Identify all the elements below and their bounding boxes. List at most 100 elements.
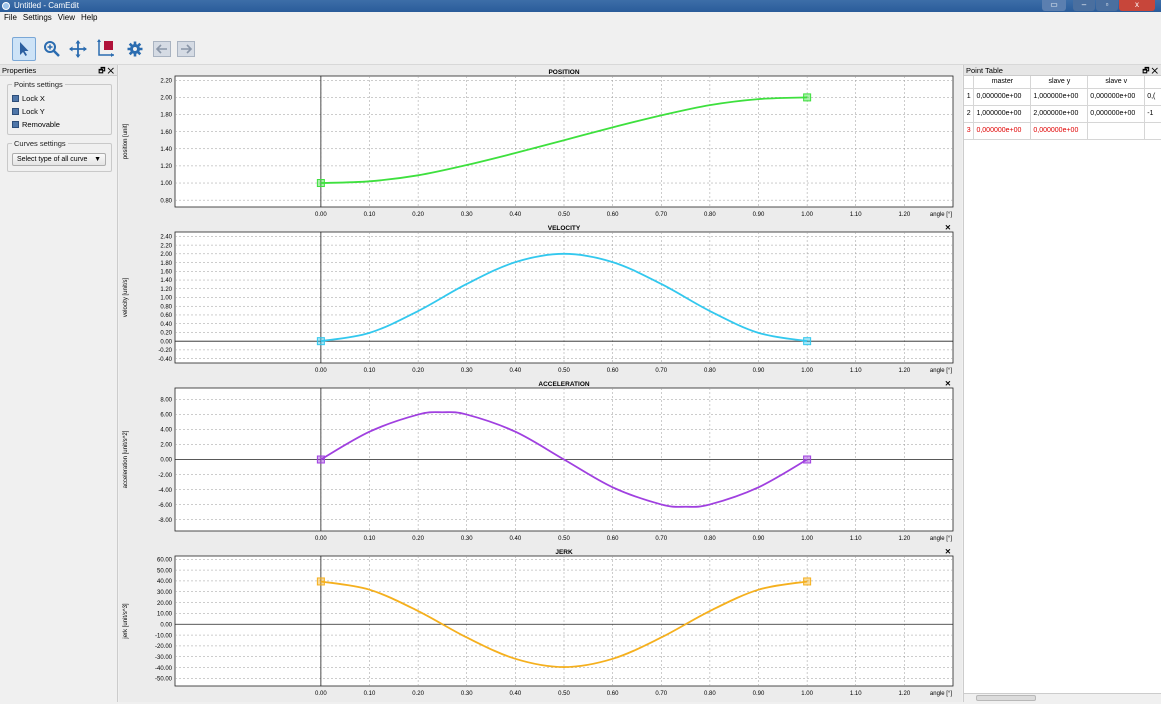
removable-checkbox[interactable]: Removable: [12, 118, 107, 131]
series-line: [320, 411, 808, 508]
menu-settings[interactable]: Settings: [22, 13, 52, 22]
x-tick-label: 1.20: [899, 212, 911, 218]
curves-settings-legend: Curves settings: [14, 139, 66, 148]
cell-slave-v[interactable]: [1087, 122, 1146, 140]
cell-slave-y[interactable]: 0,000000e+00: [1030, 122, 1089, 140]
cell-slave-v[interactable]: 0,000000e+00: [1087, 88, 1146, 106]
x-tick-label: 0.50: [558, 368, 570, 374]
menu-view[interactable]: View: [57, 13, 75, 22]
y-tick-label: -10.00: [155, 633, 173, 639]
back-button[interactable]: [150, 37, 174, 61]
properties-title-bar: Properties 🗗 ✕: [0, 65, 117, 76]
cell-extra[interactable]: [1144, 122, 1161, 140]
x-axis-label: angle [°]: [930, 368, 952, 374]
y-tick-label: 40.00: [157, 579, 173, 585]
close-icon[interactable]: ✕: [945, 223, 951, 232]
y-tick-label: 2.20: [160, 243, 172, 249]
x-tick-label: 0.50: [558, 536, 570, 542]
pan-icon: [69, 40, 87, 58]
series-line: [320, 252, 808, 343]
table-row[interactable]: 2 1,000000e+00 2,000000e+00 0,000000e+00…: [964, 105, 1161, 123]
settings-button[interactable]: [123, 37, 147, 61]
app-icon: [2, 2, 10, 10]
control-point[interactable]: [803, 455, 812, 464]
curve-type-select[interactable]: Select type of all curve ▼: [12, 153, 106, 166]
control-point[interactable]: [316, 577, 325, 586]
table-row[interactable]: 3 0,000000e+00 0,000000e+00: [964, 122, 1161, 140]
column-header-extra[interactable]: [1144, 76, 1161, 89]
lock-y-checkbox[interactable]: Lock Y: [12, 105, 107, 118]
y-tick-label: 0.80: [160, 304, 172, 310]
control-point[interactable]: [803, 577, 812, 586]
x-tick-label: 0.10: [364, 368, 376, 374]
y-tick-label: 0.00: [160, 622, 172, 628]
control-point[interactable]: [803, 337, 812, 346]
point-table[interactable]: master slave y slave v 1 0,000000e+00 1,…: [964, 76, 1161, 140]
y-tick-label: 10.00: [157, 612, 173, 618]
float-icon[interactable]: 🗗: [98, 66, 106, 75]
x-tick-label: 0.90: [753, 536, 765, 542]
plots-canvas[interactable]: POSITION 2.20 2.00 1.80 1.60 1.40 1.20 1.00 0.80…: [119, 65, 962, 702]
close-icon[interactable]: ✕: [945, 379, 951, 388]
x-tick-label: 0.70: [655, 536, 667, 542]
series-line: [320, 96, 808, 184]
pan-tool-button[interactable]: [66, 37, 90, 61]
close-icon[interactable]: ✕: [1151, 66, 1158, 75]
menu-help[interactable]: Help: [81, 13, 98, 22]
chart-title: JERK: [555, 549, 573, 556]
point-table-panel: Point Table 🗗 ✕ master slave y slave v 1…: [963, 65, 1161, 702]
y-tick-label: 0.00: [160, 458, 172, 464]
menu-file[interactable]: File: [4, 13, 17, 22]
control-point[interactable]: [316, 179, 325, 188]
x-tick-label: 1.00: [801, 536, 813, 542]
column-header-slave-y[interactable]: slave y: [1030, 76, 1089, 89]
cell-master[interactable]: 0,000000e+00: [973, 122, 1032, 140]
x-tick-label: 1.00: [801, 368, 813, 374]
select-tool-button[interactable]: [12, 37, 36, 61]
title-bar: Untitled - CamEdit ▭ – ▫ x: [0, 0, 1161, 12]
close-icon[interactable]: ✕: [945, 547, 951, 556]
scrollbar-thumb[interactable]: [976, 695, 1036, 701]
y-tick-label: 8.00: [160, 397, 172, 403]
chevron-down-icon: ▼: [94, 156, 101, 163]
cell-extra[interactable]: -1: [1144, 105, 1161, 123]
y-axis-label: position [unit]: [123, 123, 129, 159]
minimize-button[interactable]: –: [1073, 0, 1095, 11]
close-icon[interactable]: ✕: [107, 66, 114, 75]
x-tick-label: 0.10: [364, 212, 376, 218]
cell-slave-y[interactable]: 1,000000e+00: [1030, 88, 1089, 106]
close-button[interactable]: x: [1119, 0, 1155, 11]
y-tick-label: 1.20: [160, 164, 172, 170]
crop-tool-button[interactable]: [93, 37, 117, 61]
control-point[interactable]: [316, 337, 325, 346]
x-tick-label: 0.80: [704, 691, 716, 697]
column-header-master[interactable]: master: [973, 76, 1032, 89]
x-tick-label: 0.60: [607, 212, 619, 218]
forward-button[interactable]: [174, 37, 198, 61]
x-axis-label: angle [°]: [930, 536, 952, 542]
restore-layout-icon[interactable]: ▭: [1042, 0, 1066, 11]
cell-slave-v[interactable]: 0,000000e+00: [1087, 105, 1146, 123]
zoom-tool-button[interactable]: [40, 37, 64, 61]
x-axis-label: angle [°]: [930, 691, 952, 697]
x-tick-label: 1.10: [850, 368, 862, 374]
x-tick-label: 0.70: [655, 212, 667, 218]
control-point[interactable]: [803, 93, 812, 102]
table-row[interactable]: 1 0,000000e+00 1,000000e+00 0,000000e+00…: [964, 88, 1161, 106]
points-settings-group: Points settings Lock X Lock Y Removable: [7, 80, 112, 135]
dock-controls: 🗗 ✕: [1142, 65, 1158, 76]
cell-extra[interactable]: 0,(: [1144, 88, 1161, 106]
cell-master[interactable]: 0,000000e+00: [973, 88, 1032, 106]
horizontal-scrollbar[interactable]: [964, 693, 1161, 702]
maximize-button[interactable]: ▫: [1096, 0, 1118, 11]
lock-x-checkbox[interactable]: Lock X: [12, 92, 107, 105]
y-tick-label: 2.40: [160, 235, 172, 241]
column-header-slave-v[interactable]: slave v: [1087, 76, 1146, 89]
cell-slave-y[interactable]: 2,000000e+00: [1030, 105, 1089, 123]
cell-master[interactable]: 1,000000e+00: [973, 105, 1032, 123]
select-arrow-icon: [20, 42, 29, 56]
float-icon[interactable]: 🗗: [1142, 66, 1150, 75]
control-point[interactable]: [316, 455, 325, 464]
y-tick-label: 1.20: [160, 287, 172, 293]
x-tick-label: 0.40: [510, 691, 522, 697]
